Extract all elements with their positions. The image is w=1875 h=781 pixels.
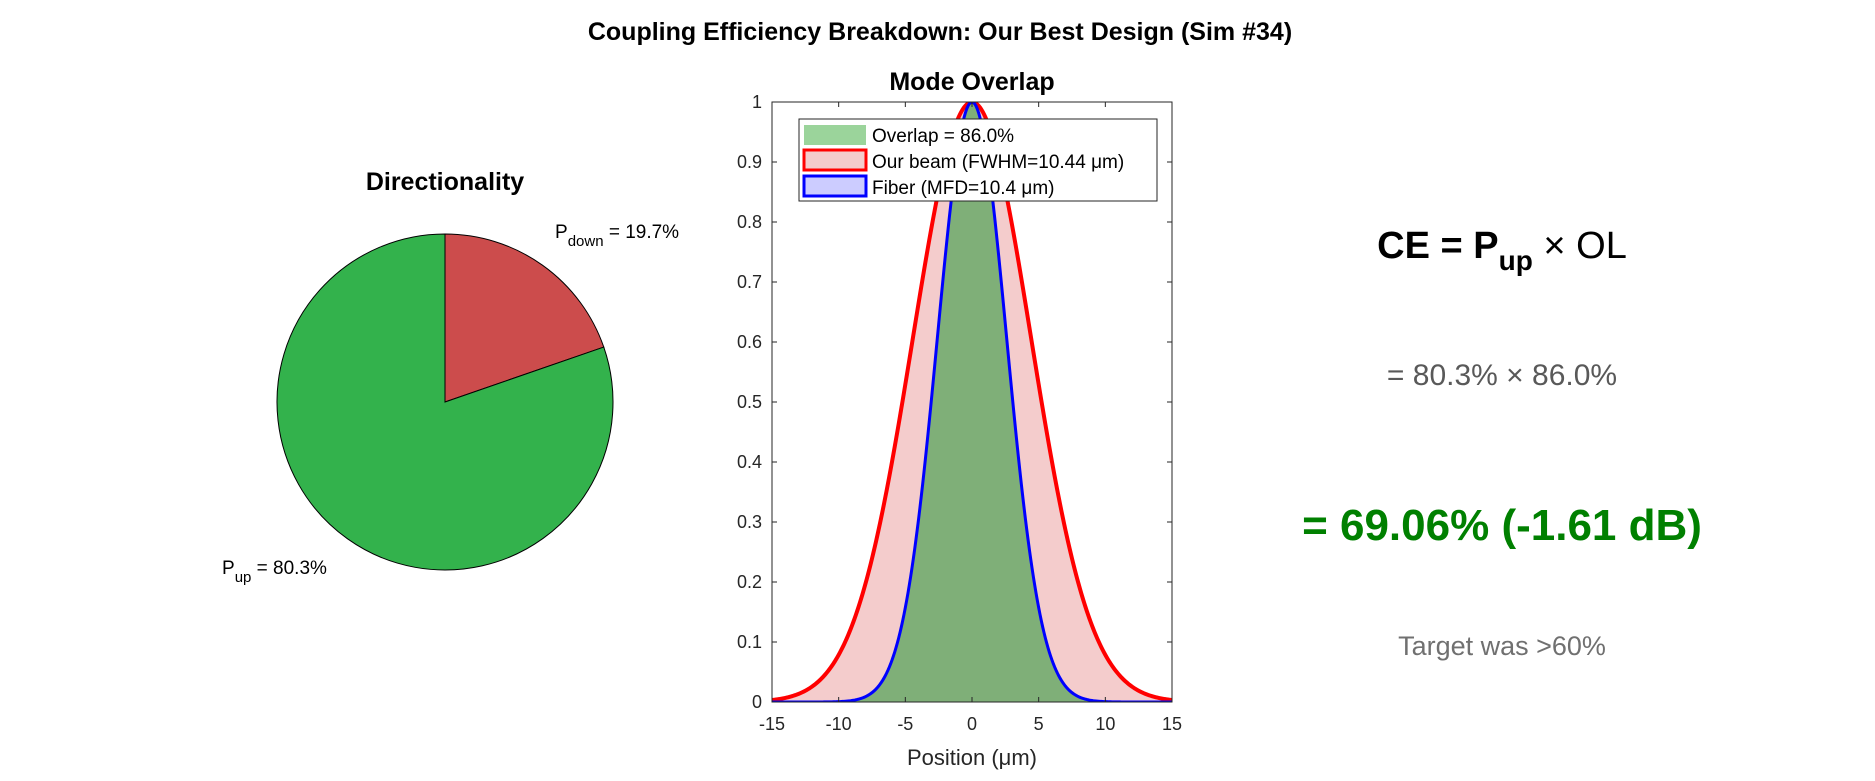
legend-swatch-fiber — [802, 174, 868, 198]
x-ticks: -15 -10 -5 0 5 10 15 — [759, 102, 1182, 734]
pie-slices — [276, 233, 614, 571]
x-tick-label: -10 — [826, 714, 852, 734]
y-tick-label: 1 — [752, 92, 762, 112]
y-tick-label: 0.2 — [737, 572, 762, 592]
legend-swatch-beam — [802, 148, 868, 172]
formula-left: CE = P — [1377, 225, 1498, 267]
x-tick-label: 10 — [1095, 714, 1115, 734]
x-tick-label: 0 — [967, 714, 977, 734]
ce-values: = 80.3% × 86.0% — [1387, 359, 1617, 392]
y-tick-label: 0.1 — [737, 632, 762, 652]
x-tick-label: -5 — [897, 714, 913, 734]
y-tick-label: 0.3 — [737, 512, 762, 532]
equation-panel: CE = Pup × OL = 80.3% × 86.0% = 69.06% (… — [1302, 225, 1702, 661]
pie-label-up: Pup = 80.3% — [222, 558, 327, 586]
overlap-title: Mode Overlap — [889, 68, 1054, 96]
formula-right: × OL — [1533, 225, 1627, 267]
legend-label-fiber: Fiber (MFD=10.4 μm) — [872, 178, 1055, 199]
legend-label-beam: Our beam (FWHM=10.44 μm) — [872, 152, 1124, 173]
pie-slice-up — [276, 233, 614, 571]
beam-line — [772, 102, 1172, 702]
overlap-chart: Mode Overlap -15 -10 -5 0 5 10 15 0 0.1 0.2 0.3 0.… — [737, 68, 1182, 770]
overlap-area — [772, 102, 1172, 702]
y-tick-label: 0 — [752, 692, 762, 712]
formula-subscript: up — [1499, 245, 1533, 276]
y-tick-label: 0.7 — [737, 272, 762, 292]
y-tick-label: 0.5 — [737, 392, 762, 412]
pie-label-down: Pdown = 19.7% — [555, 222, 679, 250]
y-tick-label: 0.4 — [737, 452, 762, 472]
ce-formula: CE = Pup × OL — [1377, 225, 1627, 276]
x-tick-label: -15 — [759, 714, 785, 734]
y-tick-label: 0.9 — [737, 152, 762, 172]
pie-slice-down — [444, 233, 605, 403]
pie-title: Directionality — [366, 168, 524, 196]
legend-label-overlap: Overlap = 86.0% — [872, 126, 1014, 147]
figure-title: Coupling Efficiency Breakdown: Our Best … — [588, 18, 1292, 46]
pie-labels: Pdown = 19.7% Pup = 80.3% — [222, 222, 679, 586]
x-tick-label: 5 — [1034, 714, 1044, 734]
legend: Overlap = 86.0% Our beam (FWHM=10.44 μm)… — [798, 118, 1158, 202]
ce-result: = 69.06% (-1.61 dB) — [1302, 501, 1702, 550]
pie-chart: Directionality Pdown = 19.7% Pup = 80.3% — [222, 168, 679, 586]
legend-swatch-overlap — [804, 125, 866, 145]
target-note: Target was >60% — [1398, 631, 1606, 661]
y-tick-label: 0.6 — [737, 332, 762, 352]
x-axis-label: Position (μm) — [907, 745, 1037, 770]
y-ticks: 0 0.1 0.2 0.3 0.4 0.5 0.6 0.7 0.8 0.9 1 — [737, 92, 1172, 712]
x-tick-label: 15 — [1162, 714, 1182, 734]
y-tick-label: 0.8 — [737, 212, 762, 232]
